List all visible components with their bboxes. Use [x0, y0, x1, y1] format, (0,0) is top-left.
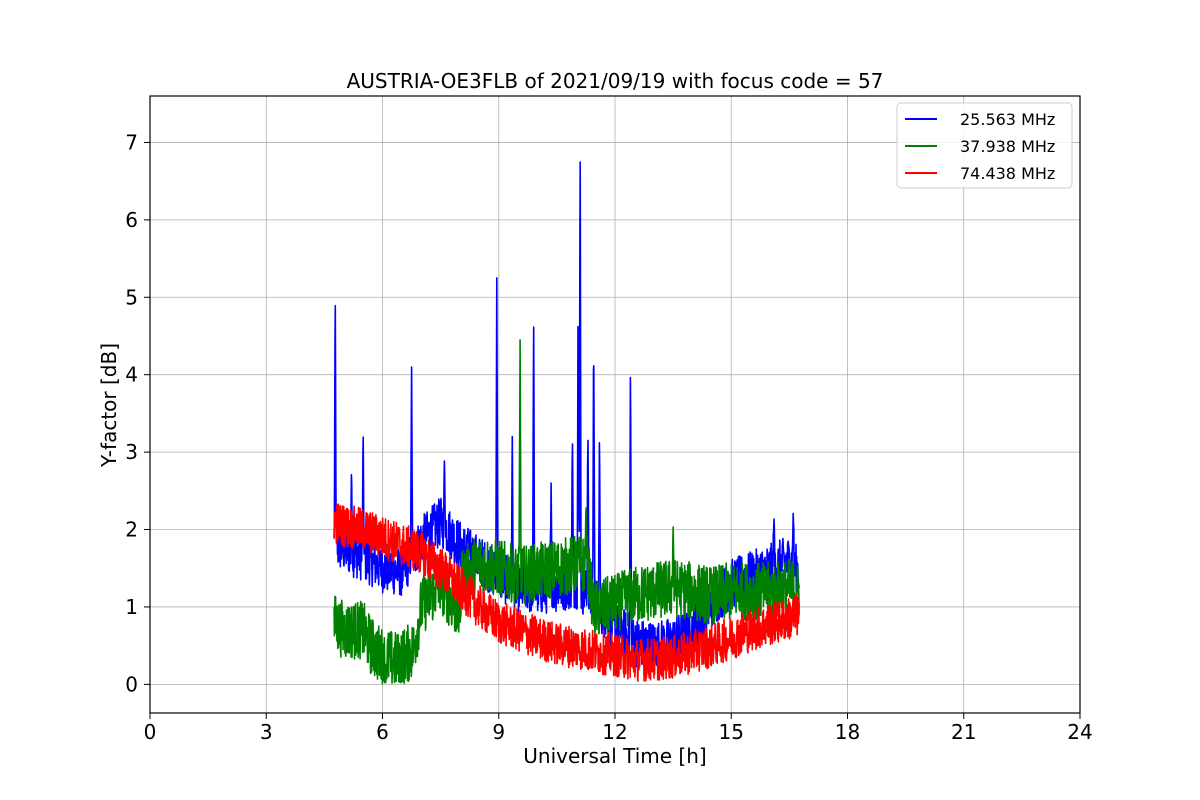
x-axis-label: Universal Time [h]: [523, 744, 706, 768]
y-axis-label: Y-factor [dB]: [97, 343, 121, 468]
y-tick-label: 4: [125, 363, 138, 387]
y-axis: 0 1 2 3 4 5 6 7: [125, 130, 150, 696]
x-tick-label: 6: [376, 720, 389, 744]
x-tick-label: 15: [719, 720, 744, 744]
legend-label-1: 37.938 MHz: [960, 137, 1055, 156]
x-tick-label: 21: [951, 720, 976, 744]
legend-label-2: 74.438 MHz: [960, 164, 1055, 183]
y-tick-label: 1: [125, 595, 138, 619]
x-tick-label: 24: [1067, 720, 1092, 744]
legend-box: [896, 102, 1073, 189]
x-axis: 0 3 6 9 12 15 18 21 24: [144, 713, 1093, 744]
y-tick-label: 0: [125, 672, 138, 696]
x-tick-label: 18: [835, 720, 860, 744]
legend-label-0: 25.563 MHz: [960, 110, 1055, 129]
series-1-group: [333, 339, 800, 685]
series-1-line: [333, 339, 800, 685]
series-2-line: [333, 503, 800, 682]
chart-title: AUSTRIA-OE3FLB of 2021/09/19 with focus …: [347, 69, 884, 93]
x-tick-label: 9: [492, 720, 505, 744]
y-tick-label: 5: [125, 285, 138, 309]
y-tick-label: 2: [125, 518, 138, 542]
series-2-group: [333, 503, 800, 682]
y-tick-label: 3: [125, 440, 138, 464]
x-tick-label: 12: [602, 720, 627, 744]
y-tick-label: 6: [125, 208, 138, 232]
x-tick-label: 3: [260, 720, 273, 744]
y-tick-label: 7: [125, 130, 138, 154]
plot-area: [333, 161, 800, 685]
x-tick-label: 0: [144, 720, 157, 744]
legend: 25.563 MHz 37.938 MHz 74.438 MHz: [896, 102, 1073, 189]
